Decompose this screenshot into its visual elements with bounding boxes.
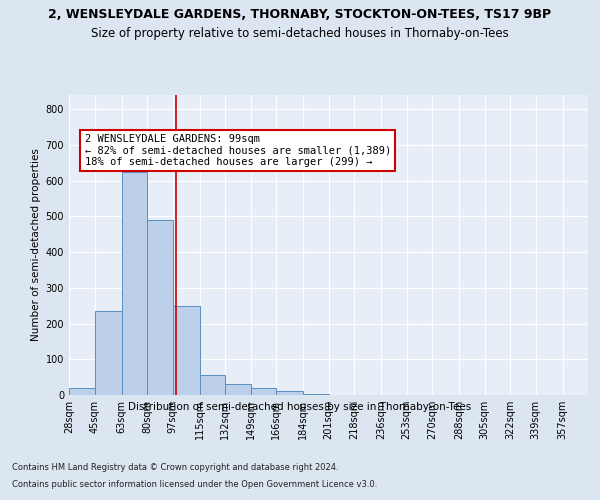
Bar — [69, 388, 95, 395]
Bar — [303, 394, 329, 395]
Text: Size of property relative to semi-detached houses in Thornaby-on-Tees: Size of property relative to semi-detach… — [91, 28, 509, 40]
Bar — [199, 376, 225, 395]
Text: 2 WENSLEYDALE GARDENS: 99sqm
← 82% of semi-detached houses are smaller (1,389)
1: 2 WENSLEYDALE GARDENS: 99sqm ← 82% of se… — [85, 134, 391, 167]
Y-axis label: Number of semi-detached properties: Number of semi-detached properties — [31, 148, 41, 342]
Text: Distribution of semi-detached houses by size in Thornaby-on-Tees: Distribution of semi-detached houses by … — [128, 402, 472, 412]
Bar — [147, 220, 173, 395]
Text: 2, WENSLEYDALE GARDENS, THORNABY, STOCKTON-ON-TEES, TS17 9BP: 2, WENSLEYDALE GARDENS, THORNABY, STOCKT… — [49, 8, 551, 20]
Bar — [276, 392, 303, 395]
Bar — [251, 388, 276, 395]
Bar — [95, 311, 121, 395]
Text: Contains public sector information licensed under the Open Government Licence v3: Contains public sector information licen… — [12, 480, 377, 489]
Bar — [121, 172, 147, 395]
Bar — [225, 384, 251, 395]
Bar — [173, 306, 199, 395]
Text: Contains HM Land Registry data © Crown copyright and database right 2024.: Contains HM Land Registry data © Crown c… — [12, 462, 338, 471]
